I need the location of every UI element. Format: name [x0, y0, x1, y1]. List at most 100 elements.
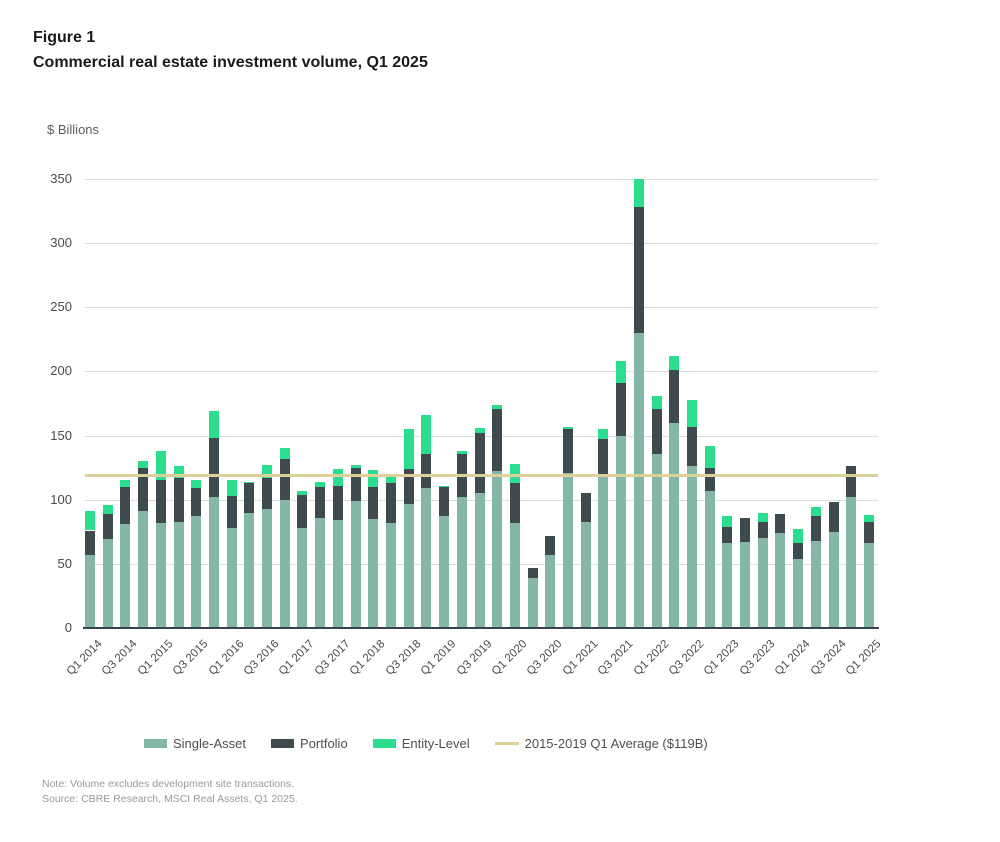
- title-block: Figure 1 Commercial real estate investme…: [33, 26, 428, 76]
- entity-level-swatch-icon: [372, 739, 396, 748]
- bar-segment-portfolio-q1-2025: [864, 521, 874, 544]
- bar-segment-portfolio-q2-2023: [740, 517, 751, 543]
- bar-segment-entity-level-q2-2021: [598, 429, 609, 440]
- bar-segment-portfolio-q2-2015: [173, 477, 184, 522]
- bar-segment-entity-level-q3-2022: [686, 399, 697, 427]
- bar-segment-entity-level-q2-2017: [315, 481, 326, 487]
- bar-segment-portfolio-q1-2020: [509, 483, 520, 523]
- average-reference-line: [85, 473, 878, 477]
- bar-segment-single-asset-q1-2014: [85, 554, 95, 628]
- bar-segment-portfolio-q4-2018: [421, 453, 432, 489]
- gridline-300: [85, 243, 878, 245]
- bar-segment-entity-level-q4-2014: [138, 461, 149, 468]
- bar-segment-single-asset-q3-2020: [545, 554, 556, 628]
- bar-segment-single-asset-q1-2019: [439, 516, 450, 628]
- bar-segment-entity-level-q2-2024: [810, 507, 821, 517]
- bar-segment-entity-level-q4-2017: [350, 465, 361, 468]
- bar-segment-single-asset-q4-2016: [279, 499, 290, 628]
- bar-segment-portfolio-q1-2014: [85, 530, 95, 555]
- bar-segment-single-asset-q1-2023: [722, 543, 733, 628]
- bar-segment-portfolio-q3-2014: [120, 486, 131, 525]
- bar-segment-entity-level-q4-2021: [633, 179, 644, 208]
- note-text: Note: Volume excludes development site t…: [42, 778, 295, 790]
- bar-segment-single-asset-q2-2015: [173, 521, 184, 628]
- bar-segment-portfolio-q2-2018: [385, 483, 396, 523]
- y-tick-label-200: 200: [50, 363, 72, 379]
- bar-segment-single-asset-q2-2020: [527, 577, 538, 628]
- bar-segment-portfolio-q1-2018: [368, 486, 379, 519]
- gridline-350: [85, 179, 878, 180]
- bar-segment-entity-level-q2-2014: [102, 504, 113, 514]
- bar-segment-entity-level-q3-2019: [474, 427, 485, 433]
- bar-segment-single-asset-q1-2021: [580, 521, 591, 628]
- legend-label-entity-level: Entity-Level: [401, 736, 470, 751]
- bar-segment-portfolio-q4-2024: [846, 466, 857, 498]
- bar-segment-portfolio-q1-2016: [226, 495, 237, 528]
- bar-segment-portfolio-q3-2018: [403, 468, 414, 504]
- bar-segment-single-asset-q2-2016: [244, 512, 255, 628]
- legend-item-average-line: 2015-2019 Q1 Average ($119B): [494, 736, 708, 751]
- y-tick-label-150: 150: [50, 427, 72, 443]
- bar-segment-portfolio-q4-2019: [492, 408, 503, 472]
- bar-segment-entity-level-q3-2017: [332, 468, 343, 486]
- bar-segment-single-asset-q4-2023: [775, 533, 786, 628]
- bar-segment-portfolio-q1-2019: [439, 486, 450, 517]
- bar-segment-portfolio-q1-2024: [793, 543, 804, 559]
- bar-segment-single-asset-q3-2017: [332, 520, 343, 628]
- bar-segment-portfolio-q4-2023: [775, 513, 786, 534]
- bar-segment-portfolio-q4-2016: [279, 458, 290, 500]
- bar-segment-single-asset-q1-2020: [509, 522, 520, 628]
- bar-segment-entity-level-q3-2015: [191, 480, 202, 489]
- bar-segment-single-asset-q1-2024: [793, 558, 804, 628]
- bar-segment-single-asset-q4-2017: [350, 500, 361, 628]
- bar-segment-single-asset-q1-2017: [297, 527, 308, 628]
- y-tick-label-300: 300: [50, 235, 72, 251]
- bar-segment-portfolio-q1-2022: [651, 408, 662, 454]
- x-axis-line: [83, 627, 879, 629]
- bar-segment-portfolio-q3-2019: [474, 433, 485, 494]
- average-line-swatch-icon: [494, 742, 519, 745]
- footnotes: Note: Volume excludes development site t…: [42, 777, 298, 807]
- bar-segment-entity-level-q1-2018: [368, 470, 379, 487]
- bar-segment-single-asset-q3-2021: [616, 435, 627, 628]
- bar-segment-portfolio-q1-2021: [580, 493, 591, 522]
- y-tick-label-50: 50: [57, 555, 72, 571]
- bar-segment-single-asset-q2-2022: [669, 422, 680, 628]
- bar-segment-portfolio-q2-2024: [810, 516, 821, 541]
- bar-segment-entity-level-q4-2020: [563, 426, 574, 430]
- bar-segment-portfolio-q3-2015: [191, 488, 202, 517]
- bar-segment-single-asset-q2-2017: [315, 517, 326, 628]
- bar-segment-entity-level-q3-2016: [262, 465, 273, 478]
- bar-segment-single-asset-q1-2022: [651, 453, 662, 628]
- bar-segment-single-asset-q4-2020: [563, 472, 574, 628]
- bar-segment-entity-level-q1-2025: [864, 515, 874, 522]
- bar-segment-portfolio-q2-2014: [102, 513, 113, 540]
- bar-segment-single-asset-q2-2019: [456, 497, 467, 628]
- bar-segment-portfolio-q3-2024: [828, 502, 839, 532]
- bar-segment-portfolio-q4-2017: [350, 467, 361, 501]
- bar-segment-single-asset-q3-2019: [474, 493, 485, 628]
- bar-segment-entity-level-q2-2016: [244, 481, 255, 484]
- bar-segment-portfolio-q2-2017: [315, 486, 326, 518]
- legend-label-single-asset: Single-Asset: [173, 736, 246, 751]
- legend-item-portfolio: Portfolio: [270, 736, 348, 751]
- bar-segment-single-asset-q4-2015: [208, 497, 219, 628]
- bar-segment-portfolio-q4-2021: [633, 207, 644, 333]
- bar-segment-single-asset-q4-2021: [633, 332, 644, 628]
- gridline-250: [85, 307, 878, 309]
- bar-segment-entity-level-q1-2022: [651, 395, 662, 409]
- bar-segment-single-asset-q3-2018: [403, 503, 414, 628]
- bar-segment-entity-level-q4-2019: [492, 404, 503, 409]
- bar-segment-entity-level-q2-2019: [456, 450, 467, 454]
- legend: Single-Asset Portfolio Entity-Level 2015…: [144, 736, 708, 751]
- bar-segment-portfolio-q2-2016: [244, 483, 255, 513]
- bar-segment-entity-level-q1-2023: [722, 516, 733, 527]
- bar-segment-entity-level-q1-2016: [226, 480, 237, 496]
- y-tick-label-100: 100: [50, 491, 72, 507]
- bar-segment-entity-level-q1-2020: [509, 463, 520, 484]
- source-text: Source: CBRE Research, MSCI Real Assets,…: [42, 793, 298, 806]
- bar-segment-portfolio-q4-2015: [208, 438, 219, 498]
- bar-segment-portfolio-q3-2022: [686, 426, 697, 467]
- figure-title: Commercial real estate investment volume…: [33, 53, 428, 71]
